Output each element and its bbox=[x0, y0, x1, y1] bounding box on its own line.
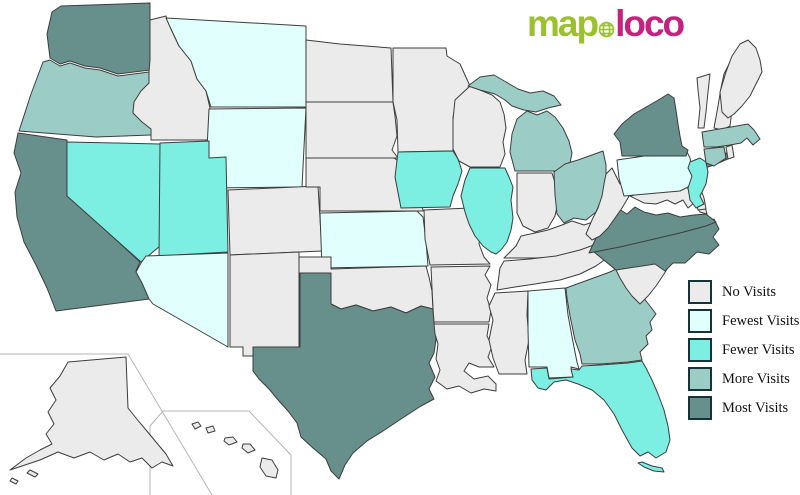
state-kansas bbox=[319, 210, 429, 269]
state-indiana bbox=[516, 172, 559, 233]
legend-swatch-more-visits bbox=[688, 367, 712, 391]
logo-text-loco: loco bbox=[615, 3, 685, 44]
legend-row-no-visits: No Visits bbox=[688, 280, 799, 304]
state-arkansas bbox=[430, 265, 492, 323]
map-legend: No Visits Fewest Visits Fewer Visits Mor… bbox=[688, 280, 800, 426]
state-massachusetts bbox=[701, 123, 761, 148]
state-mississippi bbox=[488, 290, 530, 375]
legend-row-fewest-visits: Fewest Visits bbox=[688, 309, 800, 333]
globe-icon bbox=[598, 21, 615, 38]
state-arizona bbox=[135, 252, 229, 348]
legend-label: More Visits bbox=[722, 370, 790, 387]
state-nevada bbox=[66, 141, 161, 263]
state-pennsylvania bbox=[616, 149, 695, 197]
state-wisconsin bbox=[452, 85, 507, 168]
state-alabama bbox=[527, 287, 580, 379]
state-connecticut bbox=[703, 146, 727, 167]
state-hawaii bbox=[191, 421, 279, 479]
legend-label: Fewest Visits bbox=[722, 312, 800, 329]
legend-swatch-most-visits bbox=[688, 396, 712, 420]
state-north-dakota bbox=[305, 39, 394, 103]
state-rhode-island bbox=[725, 144, 735, 160]
legend-label: No Visits bbox=[722, 283, 777, 300]
state-new-mexico bbox=[229, 251, 300, 357]
legend-label: Fewer Visits bbox=[722, 341, 795, 358]
state-florida bbox=[530, 360, 671, 473]
state-new-jersey bbox=[687, 157, 709, 209]
state-louisiana bbox=[433, 323, 497, 394]
legend-swatch-fewest-visits bbox=[688, 309, 712, 333]
hawaii-inset-frame bbox=[149, 410, 292, 495]
legend-label: Most Visits bbox=[722, 399, 789, 416]
state-utah bbox=[158, 140, 229, 257]
state-vermont bbox=[696, 73, 711, 129]
state-iowa bbox=[394, 150, 463, 209]
state-south-dakota bbox=[305, 101, 399, 159]
state-washington bbox=[46, 2, 151, 75]
logo-text-map: map bbox=[527, 3, 599, 44]
state-maine bbox=[719, 39, 763, 119]
legend-row-more-visits: More Visits bbox=[688, 367, 799, 391]
legend-row-fewer-visits: Fewer Visits bbox=[688, 338, 799, 362]
legend-swatch-no-visits bbox=[688, 280, 712, 304]
state-illinois bbox=[460, 167, 514, 255]
state-alaska bbox=[9, 356, 174, 485]
state-michigan bbox=[467, 74, 575, 172]
legend-swatch-fewer-visits bbox=[688, 338, 712, 362]
maploco-logo[interactable]: map loco bbox=[527, 2, 685, 46]
state-colorado bbox=[227, 185, 323, 256]
state-texas bbox=[252, 272, 437, 480]
alaska-inset-frame bbox=[0, 353, 213, 495]
legend-row-most-visits: Most Visits bbox=[688, 396, 799, 420]
